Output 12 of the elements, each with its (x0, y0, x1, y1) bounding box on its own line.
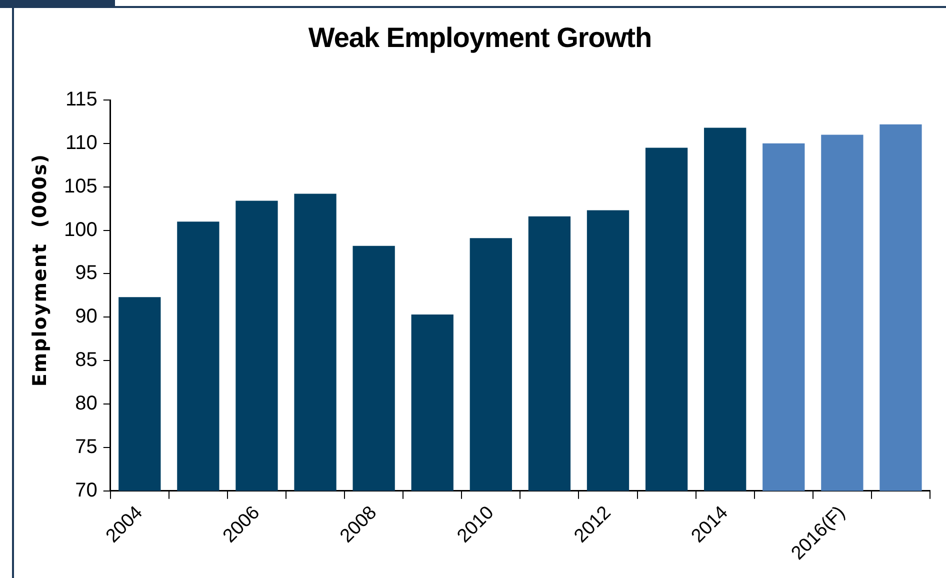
y-tick-label: 90 (75, 306, 98, 328)
y-axis-title: Employment (000s) (29, 153, 51, 387)
y-tick-label: 100 (64, 218, 98, 241)
y-tick-label: 95 (75, 262, 98, 284)
y-tick-label: 70 (75, 479, 98, 502)
y-tick-label: 85 (75, 349, 98, 372)
y-tick-label: 115 (65, 88, 98, 111)
y-tick-label: 105 (64, 175, 98, 198)
y-tick-label: 110 (65, 132, 98, 154)
y-tick-label: 75 (75, 436, 98, 458)
y-tick-label: 80 (75, 392, 98, 414)
chart-title: Weak Employment Growth (307, 22, 653, 54)
